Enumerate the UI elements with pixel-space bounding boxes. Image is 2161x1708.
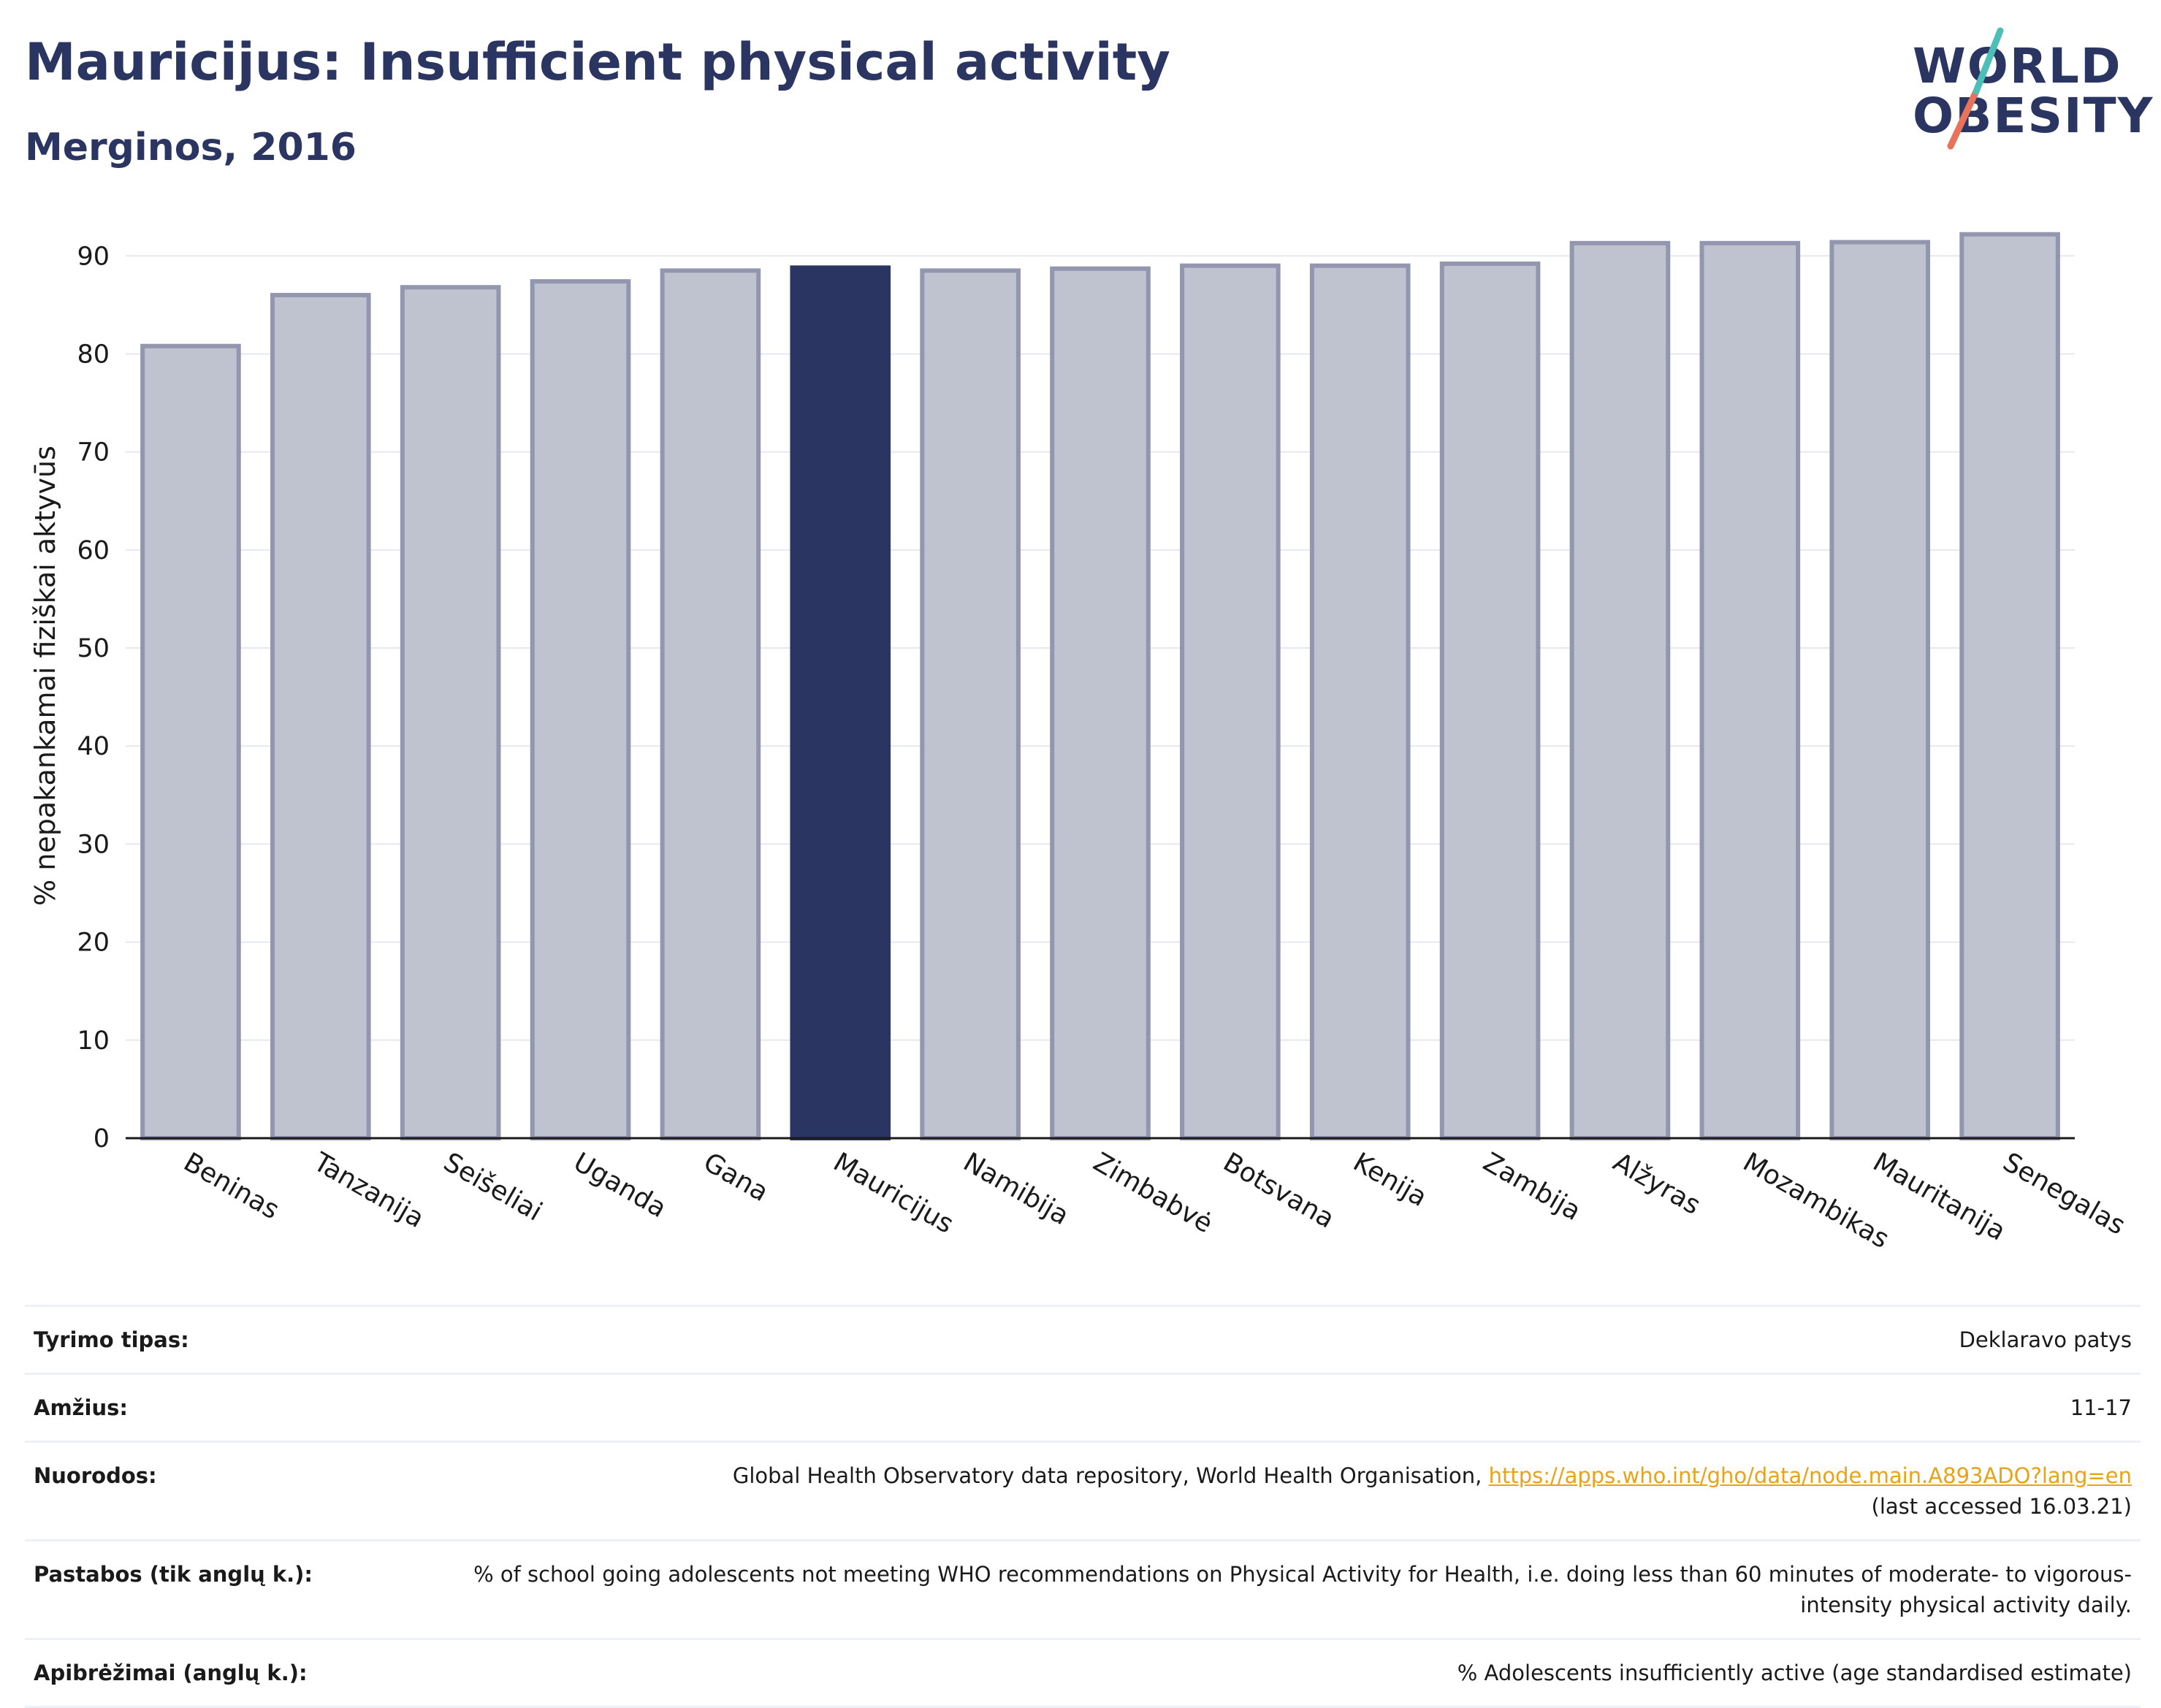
bar [530,279,631,1140]
bar [270,292,371,1141]
bar [1050,266,1151,1140]
x-tick-label: Botsvana [1218,1147,1339,1234]
x-tick-label: Alžyras [1608,1147,1705,1221]
bar [1309,263,1411,1141]
logo-line-1: WORLD [1913,38,2122,94]
info-row-notes: Pastabos (tik anglų k.): % of school goi… [25,1540,2141,1639]
notes-value: % of school going adolescents not meetin… [473,1562,2132,1618]
bar [660,268,761,1141]
survey-type-value: Deklaravo patys [1959,1327,2132,1352]
y-tick-label: 10 [77,1026,110,1056]
x-tick-label: Seišeliai [438,1147,547,1227]
bar [1699,240,1801,1141]
y-tick-label: 80 [77,340,110,369]
bar [400,285,501,1141]
x-tick-label: Zimbabvė [1089,1147,1218,1239]
x-tick-label: Kenija [1348,1147,1432,1213]
x-tick-label: Gana [698,1147,774,1208]
bar [1439,261,1541,1141]
bar [1180,263,1281,1141]
definitions-value: % Adolescents insufficiently active (age… [1457,1661,2132,1686]
y-tick-label: 90 [77,242,110,271]
world-obesity-logo: WORLD OBESITY [1899,22,2152,153]
survey-type-label: Tyrimo tipas: [34,1327,189,1352]
info-table: Tyrimo tipas: Deklaravo patys Amžius: 11… [25,1305,2141,1708]
chart-title: Mauricijus: Insufficient physical activi… [25,32,1170,92]
x-tick-label: Mozambikas [1738,1147,1894,1254]
x-tick-label: Mauricijus [828,1147,958,1240]
x-tick-label: Zambija [1478,1147,1586,1227]
references-label: Nuorodos: [34,1463,157,1489]
references-value: Global Health Observatory data repositor… [451,1442,2141,1541]
info-row-age: Amžius: 11-17 [25,1373,2141,1442]
info-row-survey-type: Tyrimo tipas: Deklaravo patys [25,1305,2141,1374]
y-tick-label: 60 [77,536,110,565]
bar [1829,240,1931,1141]
age-label: Amžius: [34,1395,128,1421]
info-row-references: Nuorodos: Global Health Observatory data… [25,1441,2141,1541]
x-tick-label: Uganda [568,1147,671,1224]
references-suffix: (last accessed 16.03.21) [1871,1494,2132,1520]
references-link[interactable]: https://apps.who.int/gho/data/node.main.… [1488,1463,2132,1489]
x-tick-label: Namibija [958,1147,1074,1231]
bar-chart: 0 10 20 30 40 50 60 70 80 90 Beninas Tanzanija Seiše… [77,232,2130,1254]
x-tick-label: Tanzanija [308,1147,429,1234]
x-tick-label: Senegalas [1998,1147,2130,1240]
y-tick-label: 0 [94,1124,110,1154]
y-tick-label: 20 [77,929,110,958]
chart-subtitle: Merginos, 2016 [25,126,357,169]
info-row-definitions: Apibrėžimai (anglų k.): % Adolescents in… [25,1639,2141,1707]
y-tick-label: 70 [77,438,110,468]
logo-line-2: OBESITY [1913,88,2154,144]
definitions-label: Apibrėžimai (anglų k.): [34,1661,308,1686]
y-tick-label: 30 [77,830,110,859]
bar [1959,232,2060,1141]
references-text: Global Health Observatory data repositor… [732,1463,1489,1489]
notes-label: Pastabos (tik anglų k.): [34,1562,313,1587]
x-tick-label: Beninas [178,1147,284,1225]
y-tick-label: 40 [77,732,110,761]
bar [790,265,891,1140]
bar [1569,240,1671,1141]
age-value: 11-17 [2070,1395,2132,1421]
logo-slash-icon [1947,27,2004,150]
bar [920,268,1021,1141]
y-tick-label: 50 [77,634,110,663]
bar [140,343,241,1140]
